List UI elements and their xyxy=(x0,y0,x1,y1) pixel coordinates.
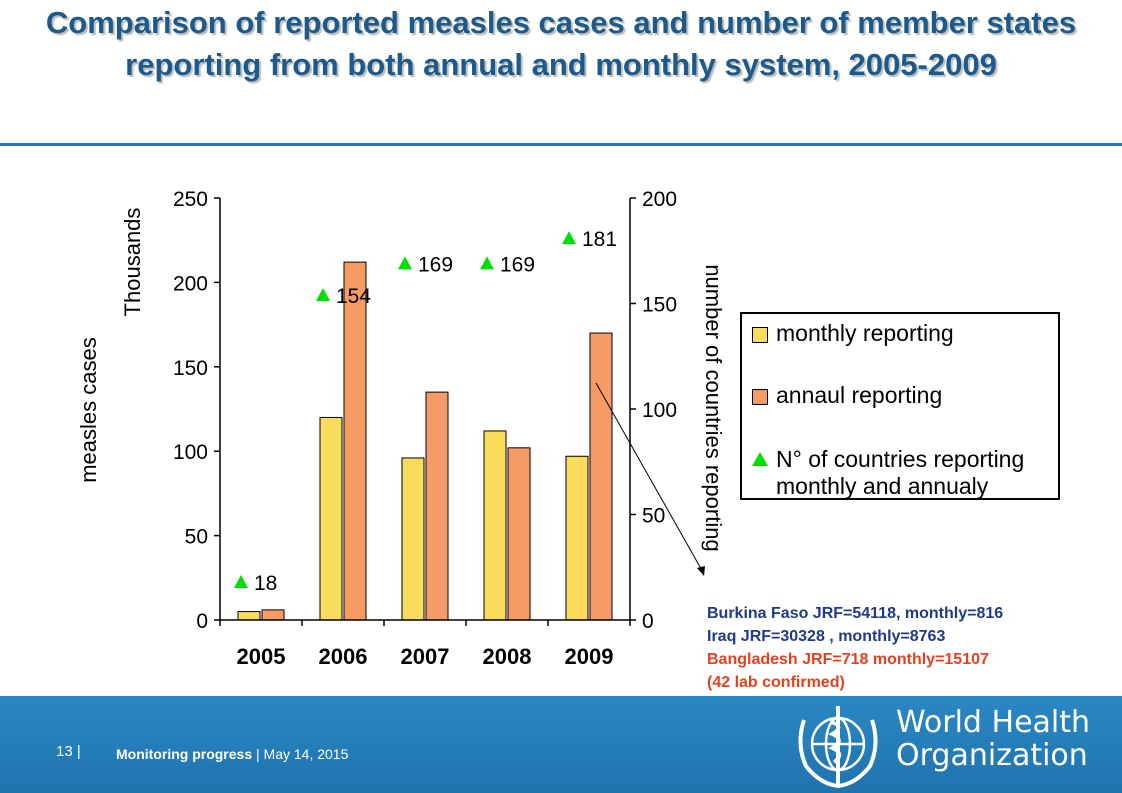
x-tick-label: 2005 xyxy=(237,644,286,669)
y-right-tick-label: 100 xyxy=(642,399,677,422)
org-name-line1: World Health xyxy=(896,705,1091,740)
countries-label-2005: 18 xyxy=(254,572,277,595)
footer-separator: | xyxy=(256,746,260,762)
y-left-tick-label: 250 xyxy=(173,188,208,211)
y-right-tick-label: 200 xyxy=(642,188,677,211)
countries-label-2007: 169 xyxy=(418,253,453,276)
chart-legend: monthly reporting annaul reporting N° of… xyxy=(740,312,1060,500)
footer-date: May 14, 2015 xyxy=(263,746,349,762)
y-left-unit-label: Thousands xyxy=(120,208,145,317)
footer-caption: Monitoring progress | May 14, 2015 xyxy=(116,746,348,762)
who-wordmark: World Health Organization xyxy=(896,706,1090,772)
title-divider xyxy=(0,143,1122,146)
who-emblem-icon xyxy=(798,706,878,789)
y-left-tick-label: 200 xyxy=(173,272,208,295)
legend-swatch-monthly xyxy=(752,327,768,343)
y-right-tick-label: 50 xyxy=(642,505,665,528)
y-left-tick-label: 150 xyxy=(173,357,208,380)
x-tick-label: 2006 xyxy=(319,644,368,669)
x-tick-label: 2009 xyxy=(565,644,614,669)
countries-marker-2009 xyxy=(562,231,576,245)
countries-label-2009: 181 xyxy=(582,228,617,251)
measles-chart: 0 50 100 150 200 250 0 50 100 150 200 2005 2006 2007 2… xyxy=(76,188,726,669)
y-right-axis-title: number of countries reporting xyxy=(701,264,726,551)
bar-annual-2006 xyxy=(343,261,367,621)
country-notes: Burkina Faso JRF=54118, monthly=816 Iraq… xyxy=(707,602,1003,694)
page-number: 13 | xyxy=(56,743,81,760)
y-left-tick-label: 50 xyxy=(185,526,208,549)
bar-annual-2007 xyxy=(425,391,449,621)
bar-annual-2009 xyxy=(589,332,613,621)
countries-marker-2006 xyxy=(316,288,330,302)
y-right-tick-label: 0 xyxy=(642,610,654,633)
bar-annual-2005 xyxy=(261,609,285,621)
org-name-line2: Organization xyxy=(896,738,1088,773)
bar-monthly-2006 xyxy=(319,416,343,621)
x-tick-label: 2008 xyxy=(483,644,532,669)
y-left-axis-title: measles cases xyxy=(76,337,101,483)
y-left-tick-label: 100 xyxy=(173,441,208,464)
countries-marker-2007 xyxy=(398,256,412,270)
note-lab-confirmed: (42 lab confirmed) xyxy=(707,674,845,691)
note-bangladesh: Bangladesh JRF=718 monthly=15107 xyxy=(707,651,989,668)
footer-bar xyxy=(0,696,1122,793)
countries-marker-2005 xyxy=(234,575,248,589)
note-burkina-faso: Burkina Faso JRF=54118, monthly=816 xyxy=(707,605,1004,622)
y-left-tick-label: 0 xyxy=(196,610,208,633)
note-iraq: Iraq JRF=30328 , monthly=8763 xyxy=(707,628,946,645)
annotation-arrowhead xyxy=(697,566,705,576)
countries-marker-2008 xyxy=(480,256,494,270)
legend-label-countries: N° of countries reporting monthly and an… xyxy=(776,446,1025,499)
legend-label-monthly: monthly reporting xyxy=(776,320,954,346)
bar-monthly-2005 xyxy=(237,611,261,621)
footer-section: Monitoring progress xyxy=(116,746,253,762)
countries-label-2006: 154 xyxy=(336,285,371,308)
triangle-marker-icon xyxy=(752,452,768,466)
bar-monthly-2009 xyxy=(565,455,589,621)
annotation-arrow xyxy=(595,382,705,575)
bar-annual-2008 xyxy=(507,447,531,621)
legend-label-annual: annaul reporting xyxy=(776,382,943,408)
countries-label-2008: 169 xyxy=(500,253,535,276)
x-tick-label: 2007 xyxy=(401,644,450,669)
legend-swatch-annual xyxy=(752,389,768,405)
y-right-tick-label: 150 xyxy=(642,294,677,317)
bar-monthly-2007 xyxy=(401,457,425,621)
bar-monthly-2008 xyxy=(483,430,507,621)
slide-title: Comparison of reported measles cases and… xyxy=(45,5,1077,82)
